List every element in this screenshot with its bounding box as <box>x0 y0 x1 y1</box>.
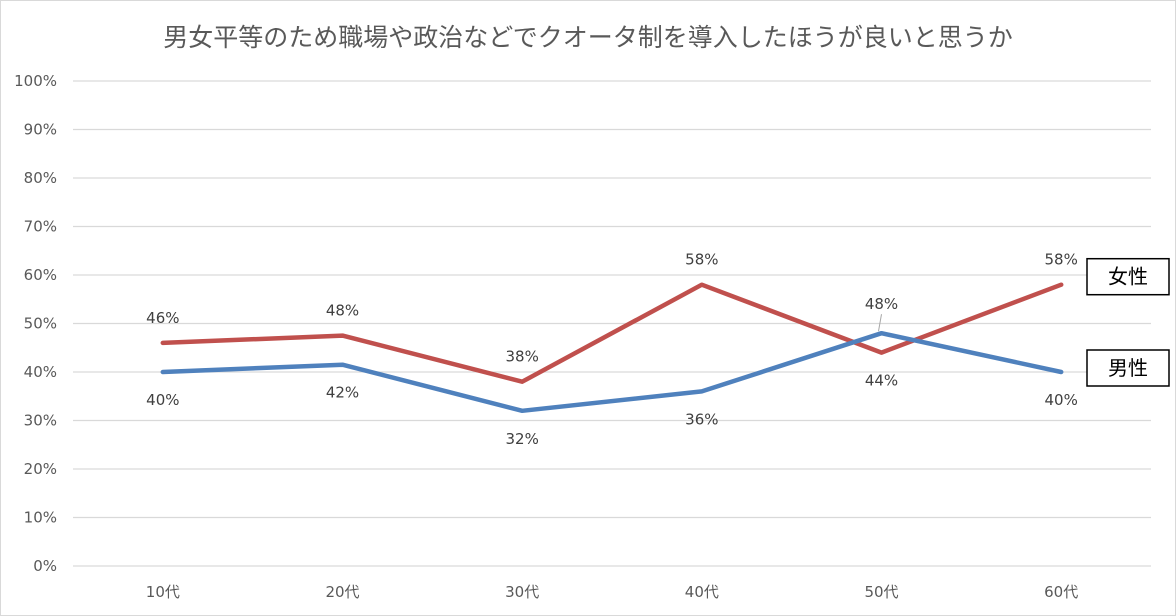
data-label: 40% <box>1044 391 1077 409</box>
y-tick-label: 40% <box>24 363 57 381</box>
series-tag-box <box>1086 257 1170 296</box>
x-tick-label: 10代 <box>146 583 180 601</box>
data-label: 40% <box>146 391 179 409</box>
series-tag-label: 女性 <box>1108 265 1148 289</box>
series-lines <box>160 282 1064 414</box>
x-tick-label: 30代 <box>505 583 539 601</box>
y-tick-label: 10% <box>24 509 57 527</box>
data-label: 58% <box>1044 251 1077 269</box>
y-tick-label: 90% <box>24 121 57 139</box>
y-tick-label: 100% <box>14 72 57 90</box>
data-label: 42% <box>326 384 359 402</box>
data-label: 32% <box>505 430 538 448</box>
series-tag-label: 男性 <box>1108 356 1148 380</box>
data-label: 46% <box>146 309 179 327</box>
y-tick-label: 80% <box>24 169 57 187</box>
y-tick-label: 50% <box>24 315 57 333</box>
data-label: 38% <box>505 348 538 366</box>
x-tick-label: 60代 <box>1044 583 1078 601</box>
x-tick-label: 40代 <box>685 583 719 601</box>
y-tick-label: 30% <box>24 412 57 430</box>
data-labels: 46% 48% 38% 58% 44% 58% 40% 42% 32% 36% 48% 40% <box>146 251 1078 448</box>
series-line-2 <box>160 330 1064 414</box>
series-tag-box <box>1086 349 1170 387</box>
data-label: 48% <box>865 295 898 313</box>
x-tick-label: 20代 <box>325 583 359 601</box>
data-label: 36% <box>685 410 718 428</box>
data-label: 44% <box>865 372 898 390</box>
y-tick-label: 20% <box>24 460 57 478</box>
data-label: 58% <box>685 251 718 269</box>
label-leader-line <box>878 314 882 332</box>
data-label: 48% <box>326 302 359 320</box>
y-axis: 0% 10% 20% 30% 40% 50% 60% 70% 80% 90% 100% <box>14 72 57 575</box>
series-tag-2: 男性 <box>1086 349 1170 387</box>
y-tick-label: 70% <box>24 218 57 236</box>
x-tick-label: 50代 <box>864 583 898 601</box>
series-tag-1: 女性 <box>1086 257 1170 296</box>
y-tick-label: 60% <box>24 266 57 284</box>
y-tick-label: 0% <box>33 557 57 575</box>
gridlines <box>73 80 1151 567</box>
x-axis: 10代 20代 30代 40代 50代 60代 <box>146 583 1078 601</box>
chart-title: 男女平等のため職場や政治などでクオータ制を導入したほうが良いと思うか <box>163 23 1013 52</box>
